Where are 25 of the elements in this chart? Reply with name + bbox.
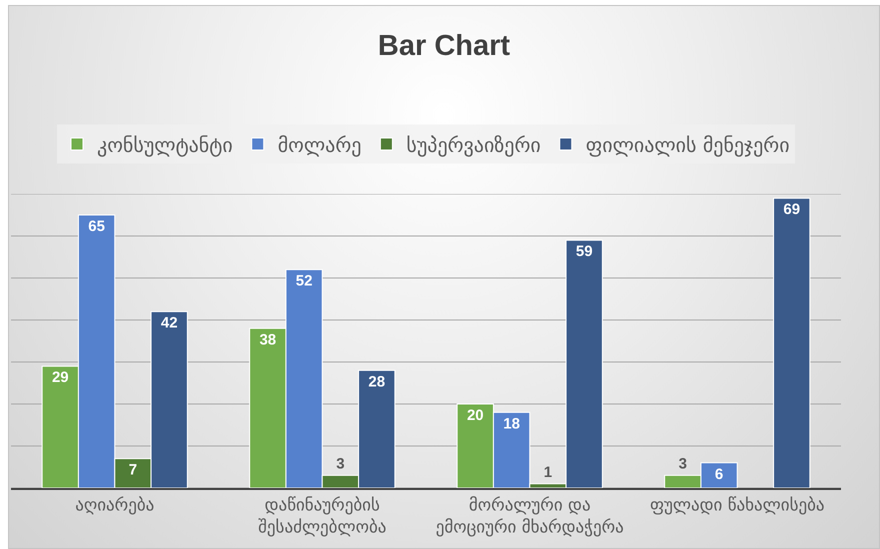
data-label: 65 [88, 218, 105, 235]
x-tick-label: ფულადი წახალისება [650, 495, 825, 516]
data-label: 6 [714, 466, 724, 483]
legend-label: მოლარე [278, 132, 362, 157]
data-label: 1 [544, 464, 552, 481]
bar [773, 198, 810, 488]
data-label: 20 [466, 407, 484, 424]
data-label: 7 [128, 462, 138, 479]
data-label: 3 [678, 455, 687, 472]
data-label: 59 [576, 243, 593, 260]
legend-label: ფილიალის მენეჯერი [586, 132, 790, 157]
chart-title: Bar Chart [378, 30, 510, 62]
x-tick-label: აღიარება [75, 495, 154, 516]
data-label: 52 [296, 272, 312, 290]
legend-label: კონსულტანტი [97, 132, 233, 157]
data-label: 69 [783, 201, 800, 218]
data-label: 29 [52, 369, 69, 386]
data-label: 3 [336, 455, 345, 472]
data-label: 18 [503, 415, 520, 432]
data-label: 28 [368, 373, 386, 390]
x-tick-label: მორალური და ემოციური მხარდაჭერა [436, 495, 624, 538]
data-label: 42 [160, 314, 178, 332]
data-label: 38 [259, 331, 276, 348]
legend-label: სუპერვაიზერი [406, 132, 541, 157]
x-tick-label: დაწინაურების შესაძლებლობა [258, 495, 386, 538]
